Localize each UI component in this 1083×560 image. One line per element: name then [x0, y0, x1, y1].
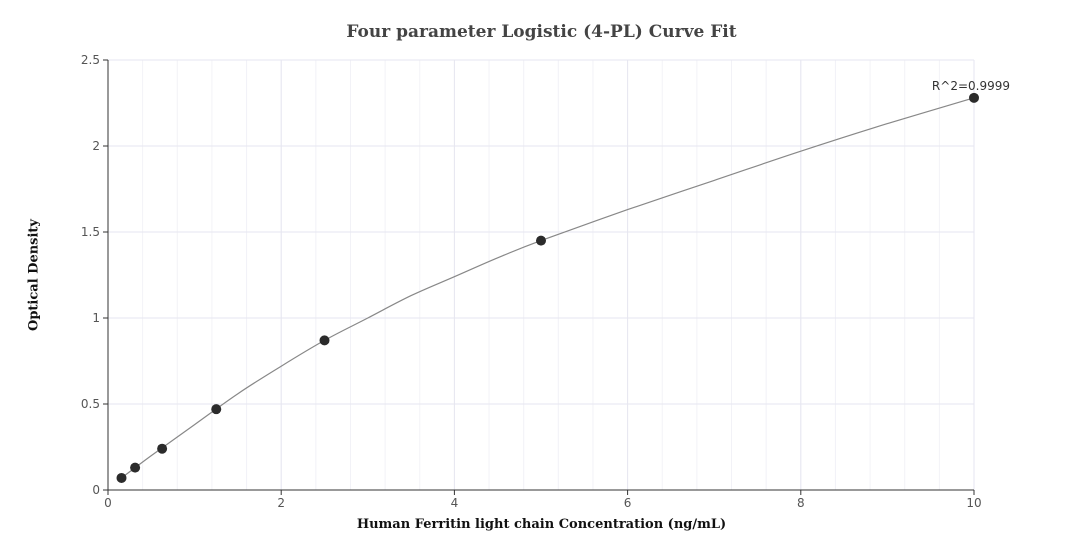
r-squared-annotation: R^2=0.9999 [932, 79, 1010, 93]
data-point [969, 92, 979, 103]
fit-curve [121, 97, 975, 479]
data-point [211, 404, 222, 415]
x-axis-label: Human Ferritin light chain Concentration… [356, 517, 727, 532]
y-tick-label: 1 [92, 311, 100, 325]
minor-gridlines [142, 60, 940, 490]
annotations: R^2=0.9999 [932, 79, 1010, 93]
data-point [536, 235, 546, 246]
x-tick-label: 6 [624, 496, 632, 510]
data-point [319, 335, 330, 346]
x-tick-label: 0 [104, 496, 112, 510]
y-tick-label: 0.5 [81, 397, 100, 411]
y-tick-label: 1.5 [81, 225, 100, 239]
fit-curve-group [121, 97, 975, 479]
x-tick-label: 2 [277, 496, 285, 510]
data-point [116, 472, 127, 483]
tick-labels: 0 0.5 1 1.5 2 2.5 0 2 4 6 8 10 [81, 53, 982, 510]
y-axis-label: Optical Density [26, 219, 42, 331]
y-tick-label: 2 [92, 139, 100, 153]
axes [103, 59, 975, 495]
chart-title: Four parameter Logistic (4-PL) Curve Fit [346, 22, 737, 42]
data-points [116, 92, 979, 483]
major-gridlines [108, 59, 975, 490]
x-tick-label: 4 [451, 496, 459, 510]
x-tick-label: 8 [797, 496, 805, 510]
x-tick-label: 10 [966, 496, 981, 510]
y-tick-label: 2.5 [81, 53, 100, 67]
data-point [130, 462, 141, 473]
y-tick-label: 0 [92, 483, 100, 497]
data-point [157, 443, 168, 454]
